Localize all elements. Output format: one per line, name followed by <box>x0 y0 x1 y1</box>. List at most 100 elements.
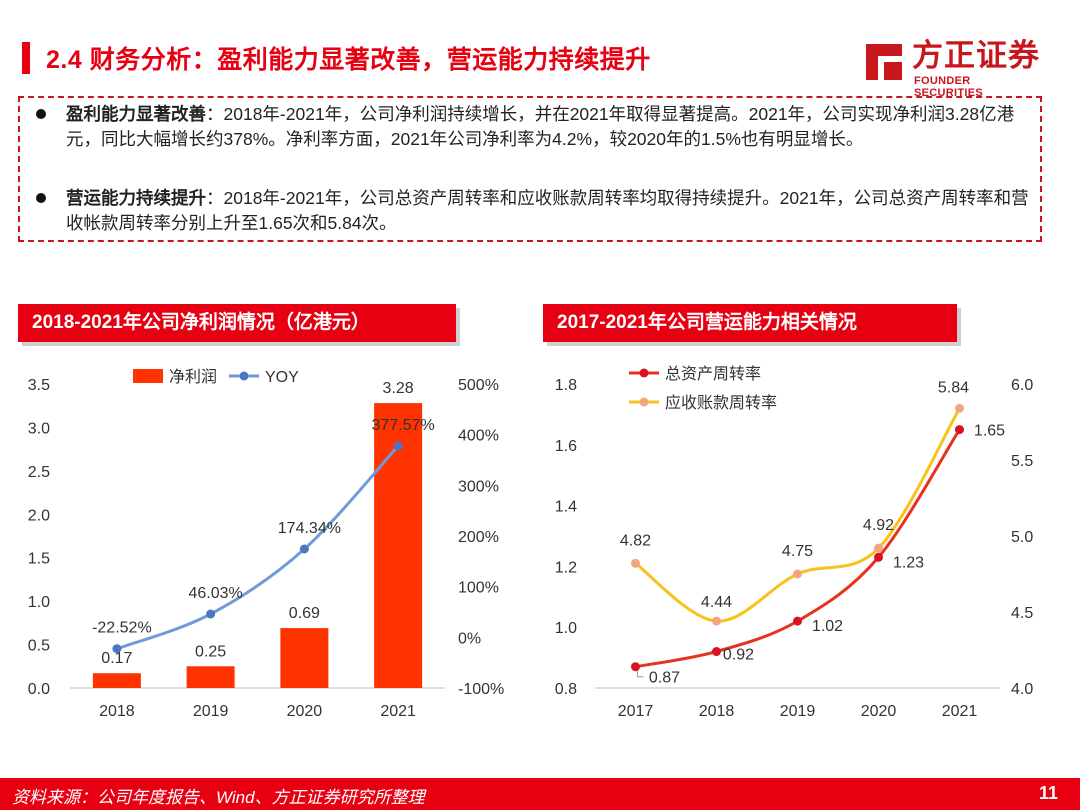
chart1-bar-data-label: 0.25 <box>195 643 226 660</box>
page-title: 2.4 财务分析：盈利能力显著改善，营运能力持续提升 <box>46 46 651 74</box>
chart2-asset-data-label: 0.87 <box>649 670 680 687</box>
chart2-right-tick-label: 4.5 <box>1011 605 1033 622</box>
chart1-right-tick-label: 400% <box>458 428 499 445</box>
chart1-left-tick-label: 0.0 <box>28 681 50 698</box>
chart2-receivable-data-label: 4.44 <box>701 594 732 611</box>
chart2-asset-point-2021 <box>955 425 964 435</box>
chart2-left-tick-label: 1.0 <box>555 620 577 637</box>
chart2-legend-asset-marker <box>639 368 649 378</box>
data-source: 资料来源：公司年度报告、Wind、方正证券研究所整理 <box>12 788 425 807</box>
chart1-left-tick-label: 0.5 <box>28 638 50 655</box>
chart2-asset-data-label: 1.23 <box>893 554 924 571</box>
chart1-yoy-point-2018 <box>112 644 122 654</box>
chart1-yoy-line <box>116 445 400 651</box>
chart2-asset-data-label: 0.92 <box>723 647 754 664</box>
bullet-text: 盈利能力显著改善：2018年-2021年，公司净利润持续增长，并在2021年取得… <box>66 102 1041 152</box>
bullet-text: 营运能力持续提升：2018年-2021年，公司总资产周转率和应收账款周转率均取得… <box>66 186 1041 236</box>
bullet-body: ：2018年-2021年，公司总资产周转率和应收账款周转率均取得持续提升。202… <box>66 188 1029 233</box>
chart1-yoy-data-label: 377.57% <box>372 417 435 434</box>
chart1-right-tick-label: 200% <box>458 529 499 546</box>
chart2-x-tick-label: 2018 <box>699 703 735 720</box>
founder-logo-icon <box>866 44 902 80</box>
chart1-bar-2021 <box>374 403 423 688</box>
chart1-bar-2018 <box>92 673 141 688</box>
bullet-body: ：2018年-2021年，公司净利润持续增长，并在2021年取得显著提高。202… <box>66 104 1015 149</box>
chart1-right-tick-label: -100% <box>458 681 504 698</box>
chart2-left-tick-label: 0.8 <box>555 681 577 698</box>
chart2-asset-data-label: 1.65 <box>974 423 1005 440</box>
chart2-x-tick-label: 2020 <box>861 703 897 720</box>
chart1-bar-2019 <box>186 666 235 688</box>
chart2-right-tick-label: 6.0 <box>1011 377 1033 394</box>
chart2-x-tick-label: 2017 <box>618 703 654 720</box>
page-number: 11 <box>1038 783 1058 803</box>
chart2-legend-receivable-label: 应收账款周转率 <box>665 393 777 412</box>
chart1-right-tick-label: 300% <box>458 478 499 495</box>
chart1-left-tick-label: 3.5 <box>28 377 50 394</box>
chart1-yoy-point-2021 <box>393 441 403 451</box>
chart1-right-tick-label: 0% <box>458 630 481 647</box>
chart2-asset-data-label: 1.02 <box>812 618 843 635</box>
bullet-heading: 盈利能力显著改善 <box>66 104 206 124</box>
chart2-asset-point-2019 <box>793 616 802 626</box>
chart1-legend-line-marker <box>239 371 249 381</box>
chart2-right-tick-label: 5.5 <box>1011 453 1033 470</box>
chart2-receivable-data-label: 4.92 <box>863 517 894 534</box>
chart1-yoy-point-2019 <box>206 609 216 619</box>
chart2-left-tick-label: 1.4 <box>555 499 577 516</box>
chart1-x-tick-label: 2020 <box>287 703 323 720</box>
chart1-bar-2020 <box>280 628 329 688</box>
founder-securities-logo: 方正证券 FOUNDER SECURITIES <box>862 38 1042 99</box>
bullet-dot-icon <box>36 193 46 203</box>
chart2-right-tick-label: 5.0 <box>1011 529 1033 546</box>
chart1-left-tick-label: 2.5 <box>28 464 50 481</box>
chart2-right-tick-label: 4.0 <box>1011 681 1033 698</box>
chart2-receivable-point-2020 <box>874 543 883 553</box>
chart1-yoy-data-label: 174.34% <box>278 520 341 537</box>
chart2-left-tick-label: 1.6 <box>555 438 577 455</box>
chart1-left-tick-label: 1.0 <box>28 594 50 611</box>
title-accent-bar <box>22 42 30 74</box>
chart2-title: 2017-2021年公司营运能力相关情况 <box>543 304 957 342</box>
chart1-left-tick-label: 1.5 <box>28 551 50 568</box>
chart2-receivable-point-2017 <box>631 558 640 568</box>
chart2-legend-receivable-marker <box>639 397 649 407</box>
summary-box: 盈利能力显著改善：2018年-2021年，公司净利润持续增长，并在2021年取得… <box>18 96 1042 242</box>
chart2-asset-point-2017 <box>631 662 640 672</box>
chart1-left-tick-label: 3.0 <box>28 420 50 437</box>
chart2-legend-asset-label: 总资产周转率 <box>665 365 761 383</box>
bullet-heading: 营运能力持续提升 <box>66 188 206 208</box>
chart1-x-tick-label: 2021 <box>380 703 416 720</box>
chart2-receivable-data-label: 4.82 <box>620 532 651 549</box>
chart2-asset-point-2018 <box>712 647 721 657</box>
chart2-x-tick-label: 2021 <box>942 703 978 720</box>
chart1-left-tick-label: 2.0 <box>28 507 50 524</box>
chart1-yoy-data-label: 46.03% <box>188 585 242 602</box>
chart1-x-tick-label: 2018 <box>99 703 135 720</box>
chart2-x-tick-label: 2019 <box>780 703 816 720</box>
chart1-yoy-data-label: -22.52% <box>92 620 152 637</box>
chart2-receivable-point-2019 <box>793 569 802 579</box>
chart1-yoy-point-2020 <box>299 544 309 554</box>
chart2-asset-turnover-line <box>635 428 961 669</box>
chart2-left-tick-label: 1.2 <box>555 559 577 576</box>
chart2-receivable-point-2018 <box>712 616 721 626</box>
logo-chinese-name: 方正证券 <box>912 38 1040 73</box>
chart2-asset-point-2020 <box>874 552 883 562</box>
chart1-right-tick-label: 100% <box>458 580 499 597</box>
chart1-bar-data-label: 0.17 <box>101 650 132 667</box>
chart1-title: 2018-2021年公司净利润情况（亿港元） <box>18 304 456 342</box>
chart2-left-tick-label: 1.8 <box>555 377 577 394</box>
chart2-receivable-data-label: 5.84 <box>938 379 969 396</box>
chart1-bar-data-label: 0.69 <box>289 605 320 622</box>
chart1-legend-bar-swatch <box>133 369 163 383</box>
chart2-receivable-turnover-line <box>634 407 961 623</box>
chart1-x-tick-label: 2019 <box>193 703 229 720</box>
footer-bar: 资料来源：公司年度报告、Wind、方正证券研究所整理 11 <box>0 778 1080 810</box>
chart2-receivable-point-2021 <box>955 403 964 413</box>
chart1-legend-line-label: YOY <box>265 369 299 386</box>
chart2-label-leader-line <box>637 670 644 678</box>
chart1-bar-data-label: 3.28 <box>383 380 414 397</box>
bullet-dot-icon <box>36 109 46 119</box>
